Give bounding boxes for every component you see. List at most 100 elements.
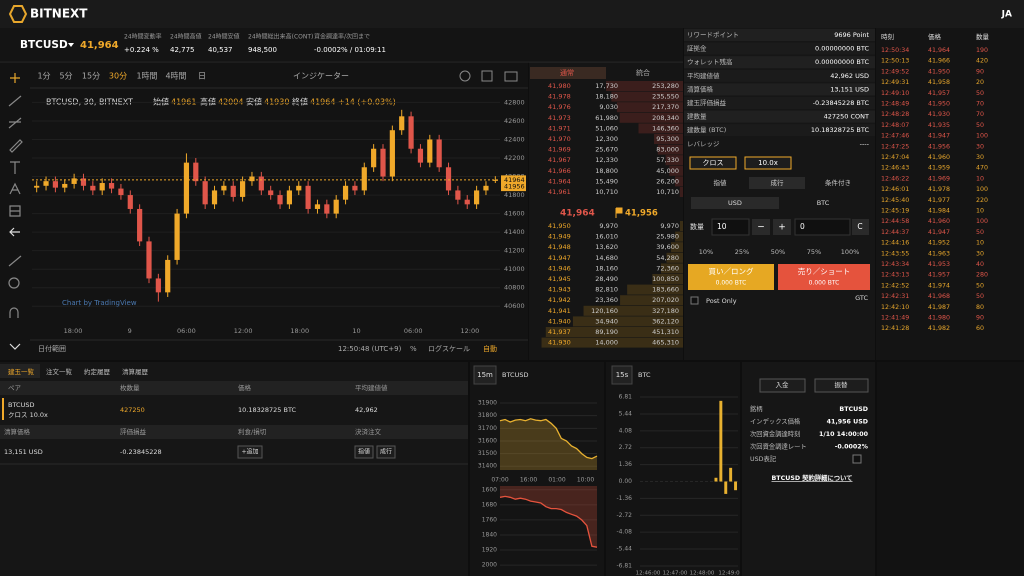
order-tab[interactable]: 成行	[771, 178, 785, 187]
buy-amount: 0.000 BTC	[716, 280, 747, 287]
trade-time: 12:50:34	[881, 47, 909, 54]
leverage-button[interactable]	[744, 156, 792, 170]
magnet-tool[interactable]	[9, 307, 19, 318]
checkbox[interactable]	[690, 296, 699, 305]
pattern-tool[interactable]	[9, 182, 21, 195]
percent-button[interactable]: 100%	[841, 248, 860, 256]
ruler-tool[interactable]	[8, 255, 22, 267]
auto-toggle[interactable]: 自動	[483, 344, 497, 353]
settings-button[interactable]	[459, 70, 471, 82]
deposit-button[interactable]	[759, 378, 806, 393]
percent-toggle[interactable]: %	[410, 345, 417, 353]
checkbox[interactable]	[852, 454, 862, 464]
trade-price: 41,964	[928, 47, 950, 54]
percent-button[interactable]: 50%	[771, 248, 785, 256]
positions-tab[interactable]: 清算履歴	[122, 367, 149, 376]
candle-body	[427, 139, 433, 163]
fib-tool[interactable]	[8, 117, 22, 129]
sell-button[interactable]	[778, 264, 870, 290]
book-size: 18,800	[595, 167, 618, 175]
y-tick-label: 1760	[482, 516, 497, 523]
percent-button[interactable]: 25%	[735, 248, 749, 256]
order-tab[interactable]: 指値	[714, 178, 728, 187]
cursor-tool[interactable]	[10, 73, 20, 83]
info-label: インデックス価格	[750, 417, 801, 426]
tab[interactable]: 統合	[636, 68, 650, 77]
y-tick-label: -5.44	[616, 546, 632, 553]
book-price: 41,980	[548, 82, 571, 90]
dropdown-icon[interactable]	[68, 43, 74, 47]
percent-button[interactable]: 75%	[807, 248, 821, 256]
symbol[interactable]: BTCUSD	[20, 39, 68, 51]
collapse-tool[interactable]	[9, 343, 21, 350]
candle-body	[193, 162, 199, 182]
candle-body	[118, 188, 124, 196]
trade-time: 12:48:07	[881, 122, 909, 129]
y-tick-label: 31500	[478, 450, 497, 457]
trade-size: 10	[976, 208, 984, 215]
y-tick-label: 40600	[504, 302, 525, 310]
log-toggle[interactable]: ログスケール	[428, 344, 470, 353]
bar	[724, 481, 728, 494]
trade-size: 90	[976, 315, 984, 322]
trade-time: 12:43:13	[881, 272, 909, 279]
fullscreen-button[interactable]	[481, 70, 493, 82]
time-in-force: GTC	[855, 294, 868, 302]
order-tab[interactable]: 条件付き	[825, 178, 851, 187]
text-tool[interactable]	[10, 161, 20, 174]
unit-tab[interactable]: BTC	[817, 199, 830, 207]
contract-link[interactable]: BTCUSD 契約詳細について	[772, 473, 853, 482]
interval-button[interactable]: 1時間	[136, 72, 157, 81]
book-size: 120,160	[591, 307, 618, 315]
transfer-button[interactable]	[814, 378, 869, 393]
buy-button[interactable]	[688, 264, 774, 290]
y-tick-label: -6.81	[616, 563, 632, 570]
interval-button[interactable]: 1分	[37, 72, 50, 81]
candle-body	[99, 183, 105, 191]
book-price: 41,973	[548, 114, 571, 122]
percent-button[interactable]: 10%	[699, 248, 713, 256]
interval-button[interactable]: 4時間	[165, 72, 186, 81]
add-button[interactable]	[237, 445, 263, 459]
interval-button[interactable]: 5分	[59, 72, 72, 81]
book-size: 61,980	[595, 114, 618, 122]
market-button[interactable]	[376, 445, 396, 459]
add: +追加	[241, 448, 258, 456]
interval-button[interactable]: 日	[198, 72, 206, 81]
trade-size: 220	[976, 197, 988, 204]
back-tool[interactable]	[9, 227, 20, 237]
plus-button[interactable]	[773, 219, 791, 235]
clear-button[interactable]	[852, 219, 869, 235]
brush-tool[interactable]	[9, 139, 23, 153]
limit-button[interactable]	[354, 445, 374, 459]
interval-button[interactable]: 30分	[109, 72, 127, 81]
book-price: 41,937	[548, 328, 571, 336]
trade-time: 12:44:58	[881, 218, 909, 225]
margin-mode-button[interactable]	[689, 156, 737, 170]
unit-tab[interactable]: USD	[728, 199, 742, 207]
screenshot-button[interactable]	[504, 71, 518, 82]
line-tool[interactable]	[8, 95, 22, 107]
interval-button[interactable]: 15分	[82, 72, 100, 81]
account-value: 13,151 USD	[830, 85, 869, 93]
info-value: 1/10 14:00:00	[819, 431, 869, 438]
language-switch[interactable]: JA	[1001, 10, 1012, 20]
tab-active	[749, 177, 805, 189]
positions-tab[interactable]: 注文一覧	[46, 367, 73, 376]
trade-size: 100	[976, 133, 988, 140]
indicator-button[interactable]: インジケーター	[293, 72, 349, 81]
y-tick-label: 42800	[504, 98, 525, 106]
sell-amount: 0.000 BTC	[809, 280, 840, 287]
qty-input[interactable]	[711, 218, 750, 236]
book-total: 451,310	[652, 328, 679, 336]
positions-tab[interactable]: 約定履歴	[84, 367, 111, 376]
positions-tab[interactable]: 建玉一覧	[8, 367, 35, 376]
measure-tool[interactable]	[9, 205, 21, 217]
info-value: BTCUSD	[839, 406, 868, 413]
tab[interactable]: 通常	[560, 68, 574, 77]
zoom-tool[interactable]	[8, 277, 20, 289]
minus-button[interactable]	[752, 219, 770, 235]
price-input[interactable]	[794, 218, 851, 236]
book-price: 41,941	[548, 307, 571, 315]
date-range[interactable]: 日付範囲	[38, 344, 66, 353]
